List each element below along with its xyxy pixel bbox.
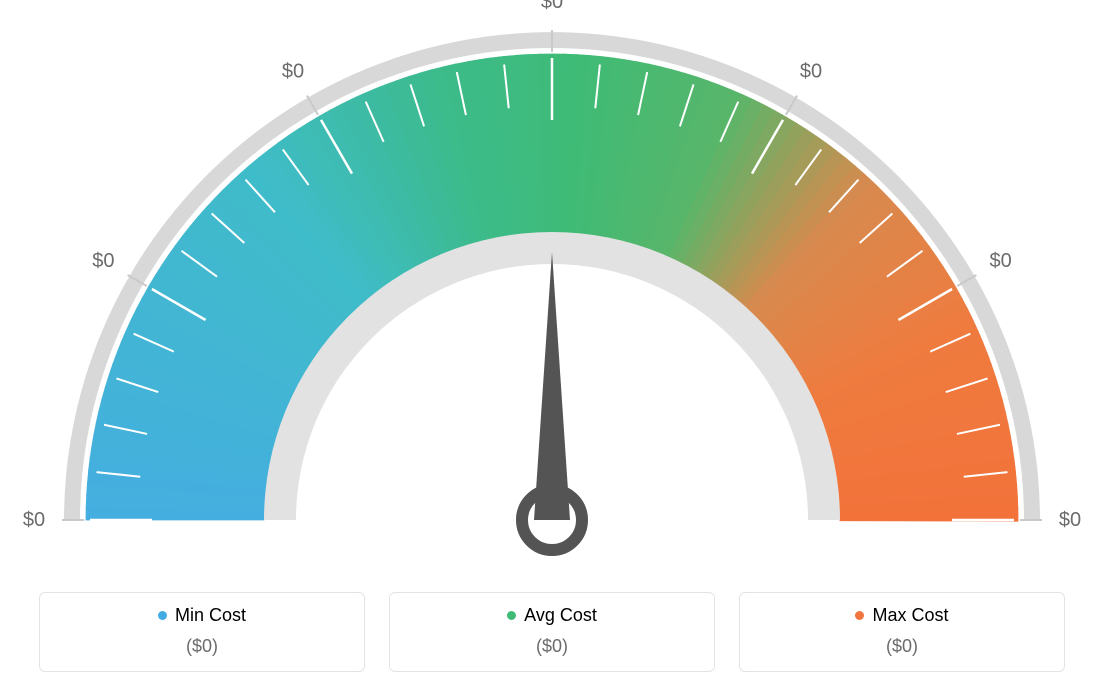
- svg-text:$0: $0: [282, 60, 304, 82]
- legend-avg-value: ($0): [400, 636, 704, 657]
- legend-avg-label: Avg Cost: [524, 605, 597, 626]
- legend-max-label-wrap: Max Cost: [855, 605, 948, 626]
- legend-max-dot: [855, 611, 864, 620]
- svg-text:$0: $0: [92, 250, 114, 272]
- legend-min: Min Cost ($0): [39, 592, 365, 672]
- legend-avg: Avg Cost ($0): [389, 592, 715, 672]
- legend-min-label-wrap: Min Cost: [158, 605, 246, 626]
- cost-gauge-widget: $0 $0 $0 $0 $0 $0 $0 Min Cost ($0) Avg Cost ($…: [0, 0, 1104, 690]
- gauge-svg: $0 $0 $0 $0 $0 $0 $0: [0, 0, 1104, 560]
- legend-max-value: ($0): [750, 636, 1054, 657]
- legend-avg-label-wrap: Avg Cost: [507, 605, 597, 626]
- legend-min-value: ($0): [50, 636, 354, 657]
- legend-max-label: Max Cost: [872, 605, 948, 626]
- svg-text:$0: $0: [1059, 509, 1081, 531]
- gauge-chart: $0 $0 $0 $0 $0 $0 $0: [0, 0, 1104, 560]
- svg-text:$0: $0: [800, 60, 822, 82]
- legend-min-dot: [158, 611, 167, 620]
- legend-avg-dot: [507, 611, 516, 620]
- legend-row: Min Cost ($0) Avg Cost ($0) Max Cost ($0…: [0, 592, 1104, 672]
- legend-min-label: Min Cost: [175, 605, 246, 626]
- svg-text:$0: $0: [541, 0, 563, 13]
- svg-text:$0: $0: [989, 250, 1011, 272]
- legend-max: Max Cost ($0): [739, 592, 1065, 672]
- svg-text:$0: $0: [23, 509, 45, 531]
